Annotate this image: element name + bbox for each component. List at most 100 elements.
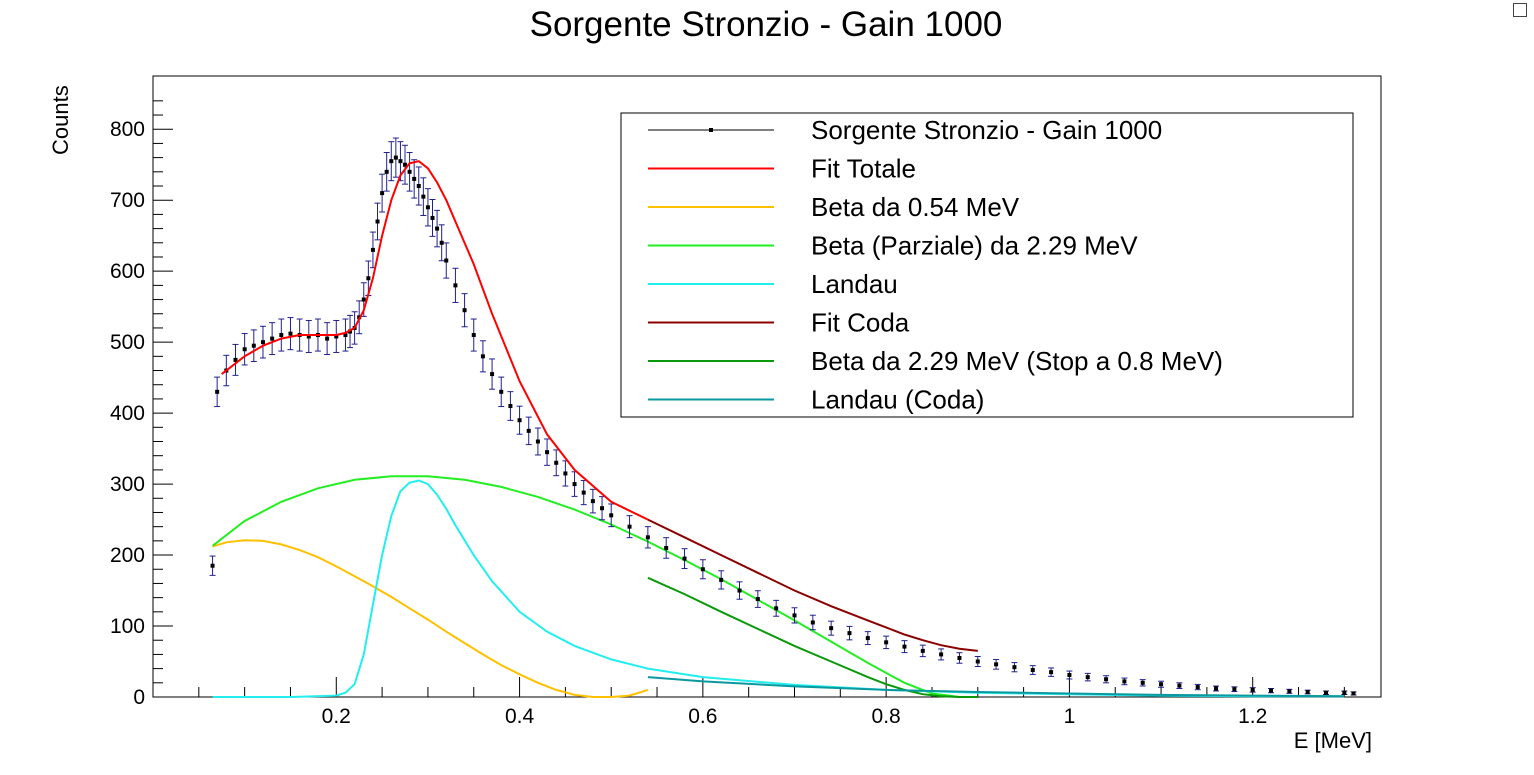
data-point: [403, 162, 408, 167]
y-tick-label: 500: [110, 331, 145, 354]
legend-label: Landau: [811, 269, 898, 299]
data-point: [412, 176, 417, 181]
data-point: [517, 418, 522, 423]
data-point: [1012, 665, 1017, 670]
legend-label: Sorgente Stronzio - Gain 1000: [811, 115, 1162, 145]
data-point: [1324, 690, 1329, 695]
data-point: [1269, 688, 1274, 693]
data-point: [499, 389, 504, 394]
y-tick-label: 300: [110, 473, 145, 496]
data-point: [1140, 680, 1145, 685]
legend-marker-point: [709, 128, 713, 132]
data-point: [902, 644, 907, 649]
y-tick-label: 800: [110, 118, 145, 141]
plot-frame: [152, 75, 1382, 698]
data-point: [439, 240, 444, 245]
x-tick-label: 1.2: [1238, 705, 1267, 728]
data-point: [1049, 670, 1054, 675]
series-line-fit-totale: [221, 160, 649, 521]
legend-label: Landau (Coda): [811, 385, 984, 415]
data-point: [1030, 668, 1035, 673]
data-point: [1104, 677, 1109, 682]
series-line-beta-stop: [647, 576, 978, 698]
data-point: [325, 336, 330, 341]
data-point: [884, 640, 889, 645]
y-axis: 0 100 200 300 400 500 600 700 800: [110, 100, 173, 709]
data-point: [939, 652, 944, 657]
data-point: [554, 460, 559, 465]
series-line-beta-parziale: [211, 475, 960, 698]
data-point: [535, 439, 540, 444]
data-point: [242, 347, 247, 352]
data-point: [480, 354, 485, 359]
plot-area: [209, 137, 1357, 698]
data-point: [1122, 679, 1127, 684]
data-point: [1085, 675, 1090, 680]
data-point: [957, 655, 962, 660]
data-point: [416, 184, 421, 189]
series-line-fit-coda: [647, 518, 978, 652]
data-point: [774, 606, 779, 611]
data-point: [215, 389, 220, 394]
data-point: [563, 471, 568, 476]
data-point: [462, 308, 467, 313]
data-point: [810, 620, 815, 625]
data-point: [1067, 672, 1072, 677]
canvas-corner-checkbox[interactable]: [1513, 3, 1527, 17]
data-point: [755, 597, 760, 602]
data-point: [288, 331, 293, 336]
legend-label: Beta (Parziale) da 2.29 MeV: [811, 231, 1138, 261]
data-point: [444, 258, 449, 263]
data-point: [865, 636, 870, 641]
data-point: [1232, 687, 1237, 692]
x-tick-label: 0.2: [322, 705, 351, 728]
data-point: [700, 567, 705, 572]
data-point: [829, 626, 834, 631]
legend-label: Beta da 2.29 MeV (Stop a 0.8 MeV): [811, 346, 1223, 376]
data-point: [361, 297, 366, 302]
series-line-landau: [212, 479, 1345, 698]
y-tick-label: 400: [110, 402, 145, 425]
data-point: [1177, 683, 1182, 688]
data-point: [1214, 686, 1219, 691]
data-point: [664, 545, 669, 550]
data-point: [847, 631, 852, 636]
data-point: [1250, 687, 1255, 692]
data-point: [600, 506, 605, 511]
legend-label: Fit Coda: [811, 308, 910, 338]
data-point: [581, 490, 586, 495]
data-point: [490, 372, 495, 377]
data-point: [366, 276, 371, 281]
data-point: [994, 662, 999, 667]
data-point: [398, 159, 403, 164]
data-point: [545, 450, 550, 455]
data-point: [279, 333, 284, 338]
data-point: [453, 283, 458, 288]
data-point: [719, 577, 724, 582]
data-point: [1287, 689, 1292, 694]
data-point: [393, 155, 398, 160]
y-tick-label: 100: [110, 615, 145, 638]
data-point: [975, 659, 980, 664]
data-point: [737, 588, 742, 593]
data-point: [609, 513, 614, 518]
data-point: [792, 613, 797, 618]
data-point: [1159, 682, 1164, 687]
data-point: [430, 215, 435, 220]
data-point: [260, 340, 265, 345]
data-point: [1195, 685, 1200, 690]
y-tick-label: 200: [110, 544, 145, 567]
data-point: [233, 357, 238, 362]
data-point: [389, 159, 394, 164]
y-axis-label: Counts: [48, 85, 73, 155]
data-point: [920, 648, 925, 653]
data-point: [1305, 690, 1310, 695]
data-point: [1342, 690, 1347, 695]
data-point: [627, 524, 632, 529]
data-point: [645, 535, 650, 540]
data-point: [375, 219, 380, 224]
data-point: [471, 333, 476, 338]
x-tick-label: 0.6: [688, 705, 717, 728]
data-point: [508, 404, 513, 409]
